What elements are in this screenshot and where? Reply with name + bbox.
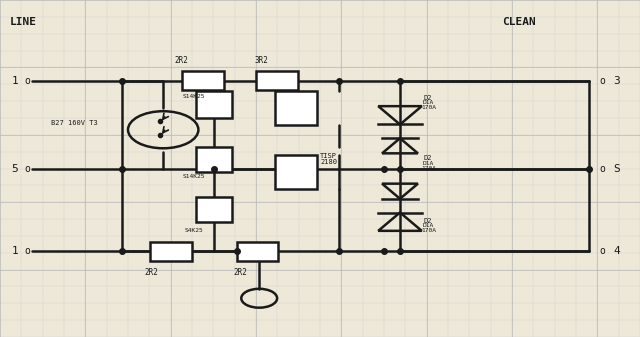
Text: 2R2: 2R2 — [144, 269, 158, 277]
Text: 170A: 170A — [421, 228, 436, 233]
Text: D1A: D1A — [422, 100, 434, 105]
Text: D2: D2 — [424, 95, 432, 101]
Text: 170A: 170A — [421, 105, 436, 110]
Bar — [237, 242, 278, 261]
Text: S14K25: S14K25 — [182, 94, 205, 98]
Text: 1: 1 — [12, 76, 19, 86]
Text: 2R2: 2R2 — [174, 56, 188, 65]
Bar — [275, 91, 317, 125]
Bar — [182, 71, 224, 90]
Bar — [196, 197, 232, 222]
Text: D1A: D1A — [422, 223, 434, 228]
Text: 2R2: 2R2 — [234, 269, 248, 277]
Text: D1A: D1A — [422, 161, 434, 166]
Text: 4: 4 — [613, 246, 620, 256]
Text: TISP: TISP — [320, 153, 337, 159]
Text: LINE: LINE — [10, 17, 36, 27]
Bar — [196, 147, 232, 172]
Text: o: o — [599, 246, 605, 256]
Bar — [275, 155, 317, 189]
Text: 3R2: 3R2 — [255, 56, 269, 65]
Text: 2180: 2180 — [320, 159, 337, 165]
Text: B27 160V T3: B27 160V T3 — [51, 120, 98, 126]
Text: 3: 3 — [613, 76, 620, 86]
Text: o: o — [599, 76, 605, 86]
Text: o: o — [24, 246, 30, 256]
Bar — [196, 91, 232, 118]
Text: D2: D2 — [424, 155, 432, 161]
Text: o: o — [24, 163, 30, 174]
Text: S4K25: S4K25 — [184, 228, 203, 233]
Text: o: o — [24, 76, 30, 86]
Text: S14K25: S14K25 — [182, 175, 205, 179]
Text: 5: 5 — [12, 163, 19, 174]
Bar — [256, 71, 298, 90]
Text: S: S — [613, 163, 620, 174]
Text: 1: 1 — [12, 246, 19, 256]
Bar — [150, 242, 192, 261]
Text: CLEAN: CLEAN — [502, 17, 536, 27]
Text: 170A: 170A — [421, 166, 436, 171]
Text: o: o — [599, 163, 605, 174]
Text: D2: D2 — [424, 218, 432, 224]
